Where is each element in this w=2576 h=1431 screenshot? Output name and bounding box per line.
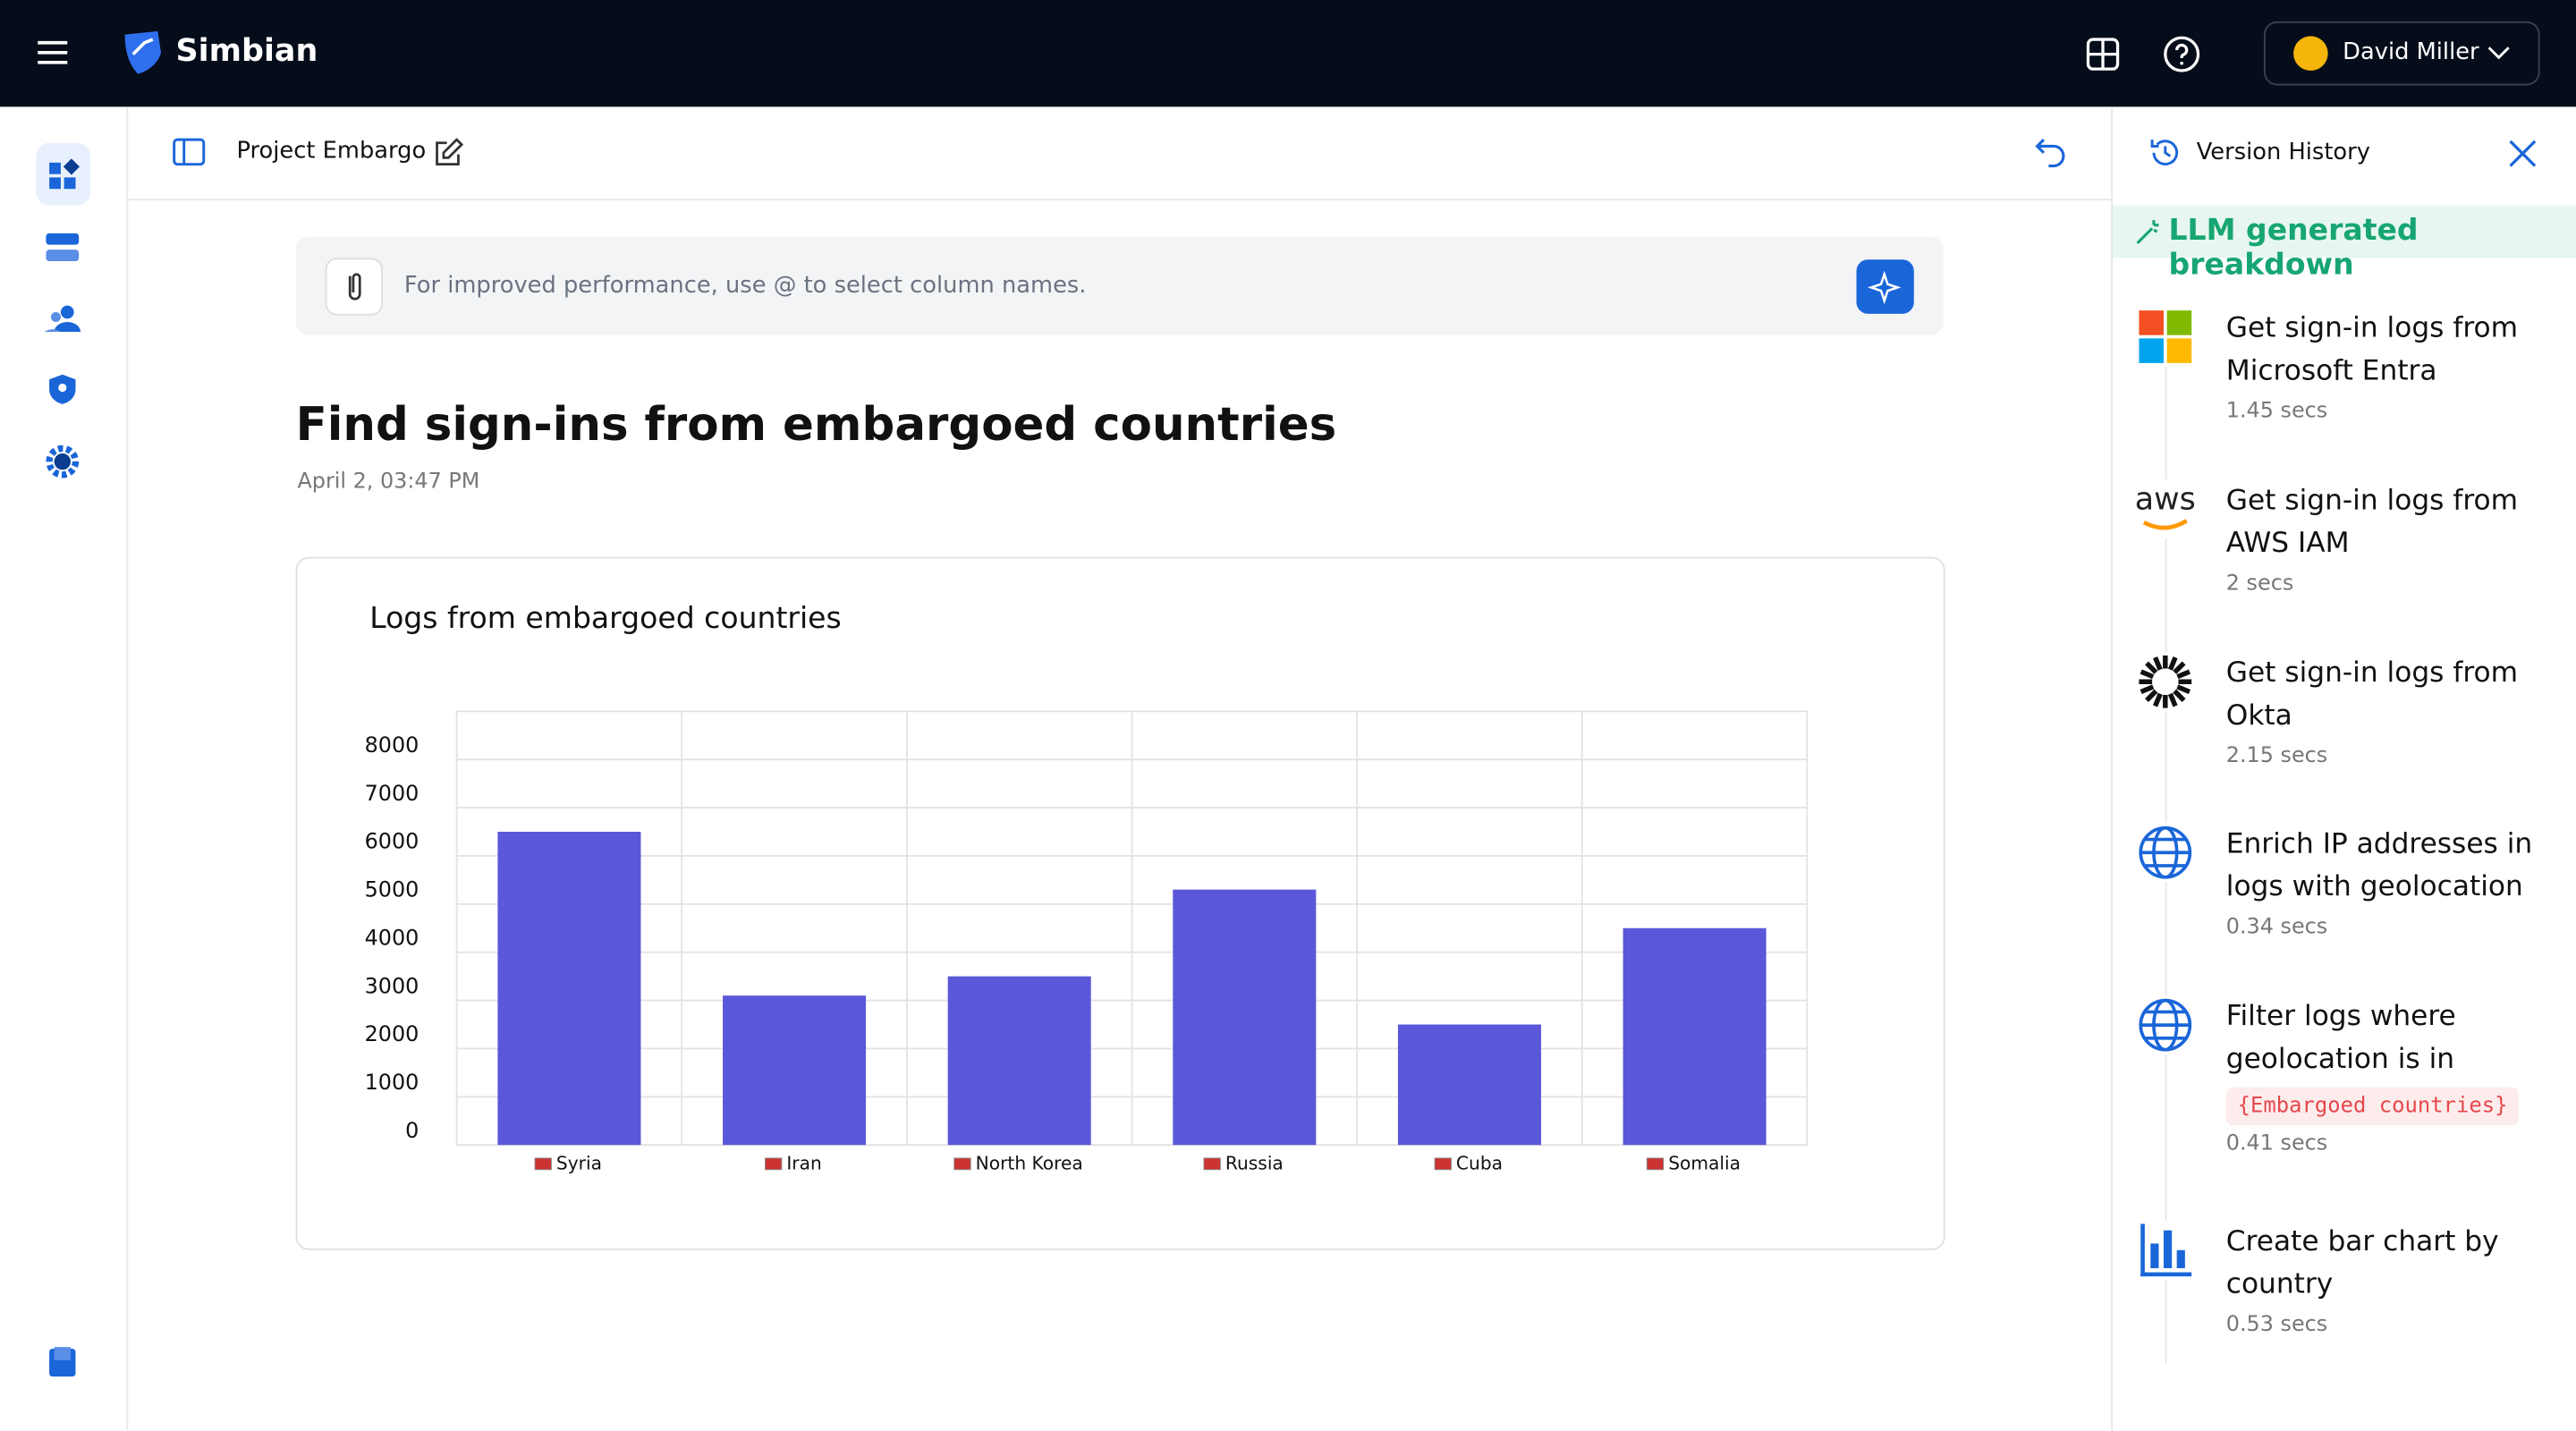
report-timestamp: April 2, 03:47 PM	[297, 470, 480, 495]
y-tick-label: 3000	[365, 973, 419, 998]
panel-title: Version History	[2196, 140, 2370, 166]
step-time: 2.15 secs	[2225, 744, 2328, 769]
flag-icon	[1203, 1157, 1221, 1171]
attach-button[interactable]	[325, 258, 383, 316]
y-tick-label: 1000	[365, 1070, 419, 1095]
step-time: 0.41 secs	[2225, 1131, 2328, 1157]
close-button[interactable]	[2509, 140, 2537, 167]
nav-security[interactable]	[47, 373, 77, 406]
step-title: Get sign-in logs from Okta	[2225, 656, 2519, 733]
prompt-box: For improved performance, use @ to selec…	[295, 236, 1944, 335]
step-title: Get sign-in logs from AWS IAM	[2225, 484, 2519, 561]
generate-button[interactable]	[1856, 259, 1914, 314]
step-time: 0.34 secs	[2225, 915, 2328, 940]
y-tick-label: 4000	[365, 926, 419, 951]
x-tick-label: Somalia	[1668, 1153, 1741, 1174]
edit-button[interactable]	[434, 138, 463, 167]
bar	[1623, 927, 1767, 1146]
version-history-panel: Version History LLM generated breakdown …	[2111, 106, 2576, 1431]
user-name: David Miller	[2343, 39, 2479, 66]
step-title: Create bar chart by country	[2225, 1225, 2499, 1301]
flag-icon	[1646, 1157, 1665, 1171]
bar	[1173, 889, 1317, 1146]
y-tick-label: 5000	[365, 877, 419, 902]
step-icon	[2135, 1220, 2195, 1280]
step-time: 2 secs	[2225, 572, 2294, 597]
avatar	[2293, 36, 2328, 71]
flag-icon	[534, 1157, 552, 1171]
bar	[1397, 1024, 1541, 1146]
chart: Logs from embargoed countries 0 1000 2000 3…	[295, 556, 1945, 1250]
flag-icon	[765, 1157, 783, 1171]
undo-button[interactable]	[2034, 136, 2067, 169]
svg-text:aws: aws	[2136, 481, 2195, 517]
help-button[interactable]	[2162, 35, 2201, 74]
banner-text: LLM generated breakdown	[2168, 213, 2419, 283]
wand-icon	[2136, 220, 2159, 244]
x-tick-label: Cuba	[1456, 1153, 1503, 1174]
menu-button[interactable]	[36, 39, 69, 65]
step-icon	[2135, 823, 2195, 883]
toolbar: Project Embargo	[128, 106, 2112, 201]
sidebar	[0, 106, 129, 1431]
nav-users[interactable]	[44, 304, 81, 334]
x-tick-label: North Korea	[976, 1153, 1083, 1174]
step-icon: aws	[2135, 479, 2195, 539]
step-title: Filter logs where geolocation is in	[2225, 1000, 2456, 1077]
prompt-input[interactable]: For improved performance, use @ to selec…	[403, 272, 1087, 300]
bar	[497, 832, 641, 1146]
x-tick-label: Iran	[786, 1153, 821, 1174]
chevron	[2487, 47, 2510, 60]
step-title: Enrich IP addresses in logs with geoloca…	[2225, 827, 2533, 904]
y-tick-label: 8000	[365, 732, 419, 758]
step-title: Get sign-in logs from Microsoft Entra	[2225, 311, 2519, 388]
x-tick-label: Russia	[1225, 1153, 1284, 1174]
step-icon	[2135, 995, 2195, 1055]
apps-button[interactable]	[2085, 36, 2121, 72]
step-code: {Embargoed countries}	[2225, 1087, 2520, 1126]
y-tick-label: 7000	[365, 781, 419, 806]
nav-data[interactable]	[45, 232, 80, 265]
user-menu[interactable]: David Miller	[2264, 21, 2540, 86]
step-icon	[2135, 652, 2195, 712]
project-name: Project Embargo	[236, 138, 427, 165]
banner: LLM generated breakdown	[2113, 205, 2576, 283]
panel-toggle[interactable]	[173, 138, 206, 166]
nav-docs[interactable]	[47, 1345, 77, 1378]
flag-icon	[953, 1157, 971, 1171]
nav-settings[interactable]	[45, 444, 80, 479]
brand: Simbian	[175, 32, 318, 70]
step-time: 0.53 secs	[2225, 1312, 2328, 1338]
top-bar: Simbian David Miller	[0, 0, 2576, 107]
nav-active[interactable]	[36, 142, 91, 206]
chart-title: Logs from embargoed countries	[369, 600, 841, 635]
step-time: 1.45 secs	[2225, 399, 2328, 424]
y-tick-label: 0	[405, 1118, 419, 1143]
y-tick-label: 2000	[365, 1021, 419, 1046]
step-icon	[2135, 307, 2195, 367]
bar	[947, 976, 1091, 1146]
flag-icon	[1434, 1157, 1452, 1171]
logo	[124, 30, 162, 74]
bar	[723, 995, 867, 1146]
x-tick-label: Syria	[556, 1153, 602, 1174]
history-icon	[2150, 140, 2179, 165]
y-tick-label: 6000	[365, 829, 419, 854]
report-title: Find sign-ins from embargoed countries	[295, 397, 1337, 453]
